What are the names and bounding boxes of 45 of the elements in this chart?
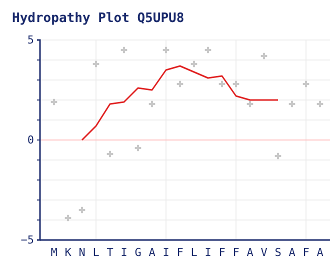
x-tick-label: A: [148, 246, 156, 259]
point: [274, 152, 282, 160]
point: [260, 52, 268, 60]
x-tick-label: I: [204, 246, 212, 259]
point: [204, 46, 212, 54]
point: [232, 80, 240, 88]
x-tick-label: V: [260, 246, 268, 259]
y-tick-label: 5: [27, 34, 34, 47]
point: [50, 98, 58, 106]
point: [162, 46, 170, 54]
point: [218, 80, 226, 88]
x-tick-label: T: [106, 246, 114, 259]
x-tick-label: N: [78, 246, 86, 259]
x-tick-label: G: [134, 246, 142, 259]
x-tick-label: F: [232, 246, 240, 259]
point: [134, 144, 142, 152]
point: [288, 100, 296, 108]
point: [92, 60, 100, 68]
point: [316, 100, 324, 108]
point: [120, 46, 128, 54]
y-tick-label: 0: [27, 134, 34, 147]
point: [148, 100, 156, 108]
point: [302, 80, 310, 88]
point: [190, 60, 198, 68]
point: [106, 150, 114, 158]
x-tick-label: I: [120, 246, 128, 259]
x-tick-label: L: [190, 246, 198, 259]
y-tick-label: −5: [20, 234, 34, 247]
point: [246, 100, 254, 108]
x-tick-label: F: [176, 246, 184, 259]
chart-title: Hydropathy Plot Q5UPU8: [12, 11, 184, 26]
point: [176, 80, 184, 88]
point: [78, 206, 86, 214]
x-tick-label: L: [92, 246, 100, 259]
x-tick-label: A: [246, 246, 254, 259]
x-tick-label: M: [50, 246, 58, 259]
line-series: [81, 65, 279, 141]
x-tick-label: K: [64, 246, 72, 259]
x-tick-label: F: [218, 246, 226, 259]
x-tick-label: A: [288, 246, 296, 259]
x-tick-label: S: [274, 246, 282, 259]
x-tick-label: A: [316, 246, 324, 259]
x-tick-label: I: [162, 246, 170, 259]
point: [64, 214, 72, 222]
x-tick-label: F: [302, 246, 310, 259]
